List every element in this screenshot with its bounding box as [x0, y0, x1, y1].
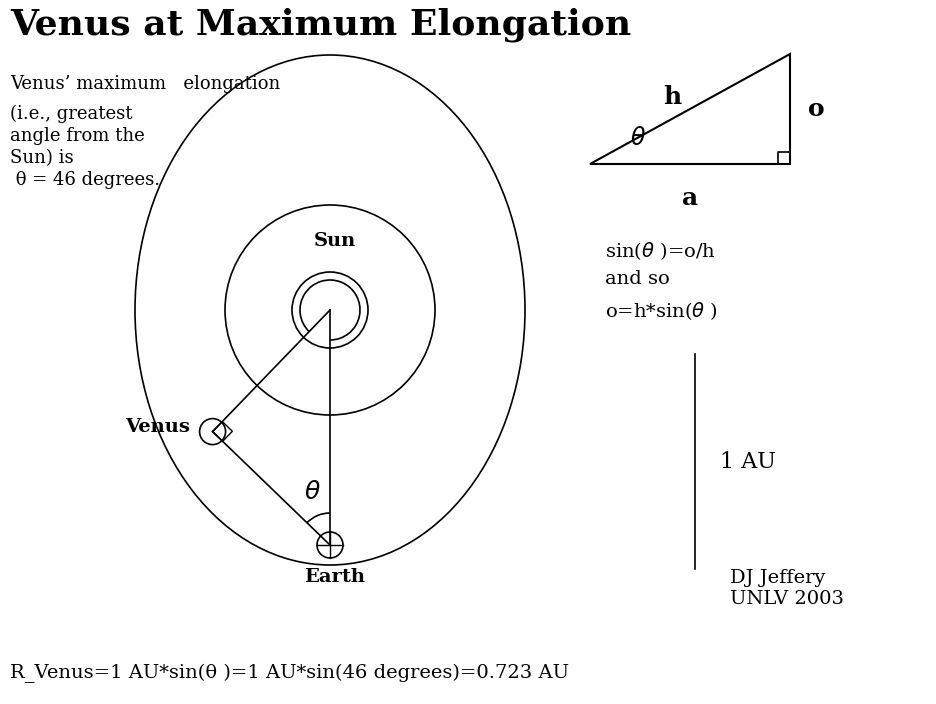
Text: $\theta$: $\theta$: [304, 482, 321, 504]
Text: Earth: Earth: [304, 568, 365, 586]
Text: 1 AU: 1 AU: [720, 451, 776, 472]
Text: Venus at Maximum Elongation: Venus at Maximum Elongation: [10, 8, 631, 42]
Text: θ = 46 degrees.: θ = 46 degrees.: [10, 171, 160, 189]
Text: Sun) is: Sun) is: [10, 149, 74, 167]
Text: sin($\theta$ )=o/h: sin($\theta$ )=o/h: [605, 240, 716, 262]
Text: h: h: [663, 85, 681, 109]
Text: $\theta$: $\theta$: [630, 126, 646, 150]
Text: (i.e., greatest: (i.e., greatest: [10, 105, 133, 123]
Text: o: o: [808, 97, 825, 121]
Text: DJ Jeffery
UNLV 2003: DJ Jeffery UNLV 2003: [730, 569, 844, 608]
Text: a: a: [682, 186, 698, 210]
Text: angle from the: angle from the: [10, 127, 145, 145]
Text: o=h*sin($\theta$ ): o=h*sin($\theta$ ): [605, 300, 718, 322]
Text: R_Venus=1 AU*sin(θ )=1 AU*sin(46 degrees)=0.723 AU: R_Venus=1 AU*sin(θ )=1 AU*sin(46 degrees…: [10, 664, 569, 683]
Text: Venus’ maximum   elongation: Venus’ maximum elongation: [10, 75, 280, 93]
Text: and so: and so: [605, 270, 670, 288]
Text: Sun: Sun: [314, 232, 356, 250]
Text: Venus: Venus: [125, 417, 190, 436]
